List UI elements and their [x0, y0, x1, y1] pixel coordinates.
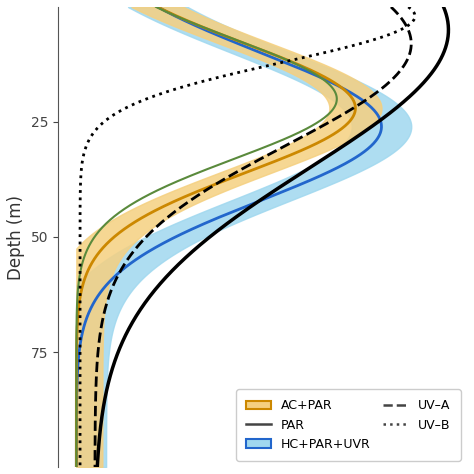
Legend: AC+PAR, PAR, HC+PAR+UVR, UV–A, UV–B: AC+PAR, PAR, HC+PAR+UVR, UV–A, UV–B	[236, 389, 461, 461]
Y-axis label: Depth (m): Depth (m)	[7, 194, 25, 280]
